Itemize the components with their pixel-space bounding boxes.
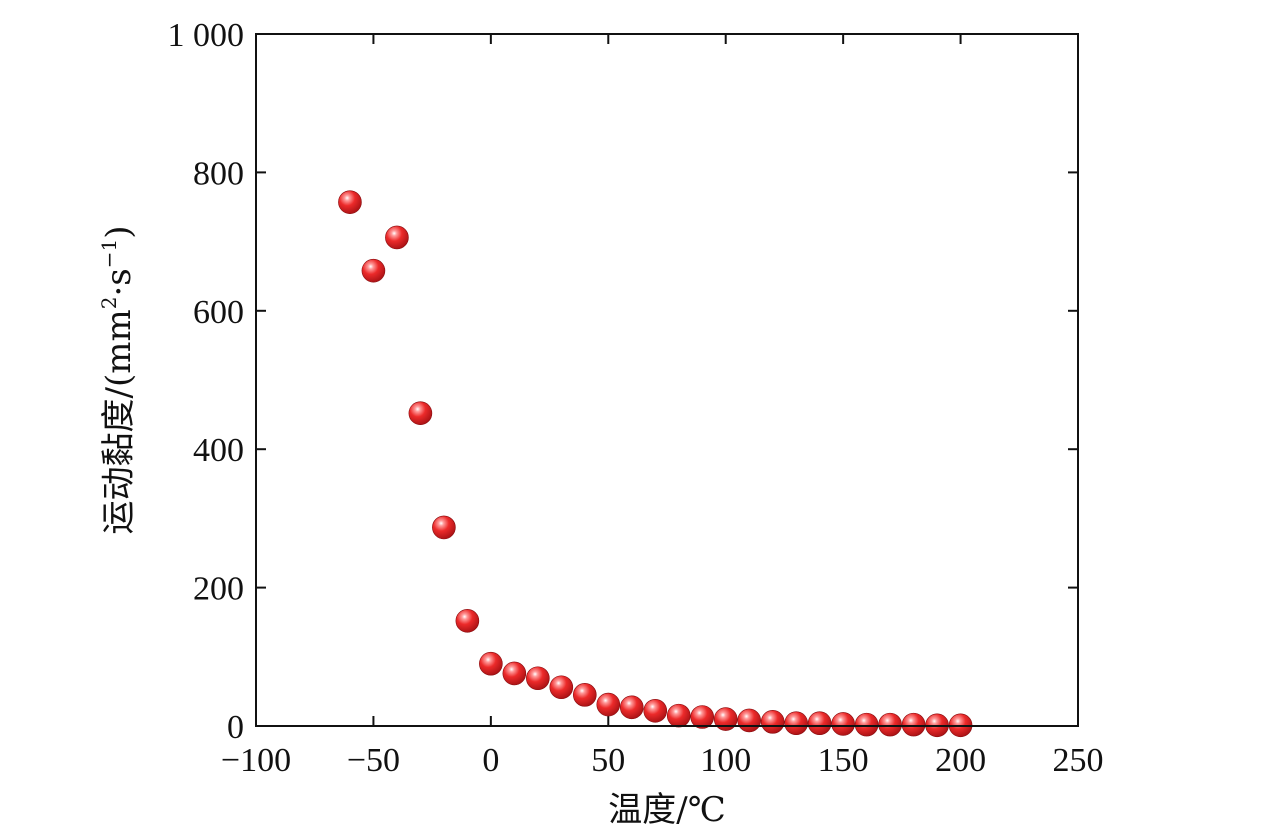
y-tick-label: 600 bbox=[193, 294, 244, 331]
data-point bbox=[690, 705, 715, 729]
data-point bbox=[502, 661, 527, 686]
data-point bbox=[643, 698, 668, 723]
x-tick-label: −50 bbox=[347, 742, 400, 779]
data-point bbox=[432, 515, 456, 540]
x-tick-label: 0 bbox=[482, 742, 499, 779]
x-tick-label: 150 bbox=[818, 742, 869, 779]
y-tick-label: 200 bbox=[193, 571, 244, 608]
y-tick-label: 800 bbox=[193, 155, 244, 192]
y-axis-title: 运动黏度/(mm2·s−1) bbox=[97, 226, 139, 535]
data-point bbox=[479, 651, 503, 676]
data-point bbox=[572, 683, 597, 707]
data-point bbox=[596, 692, 621, 717]
data-point bbox=[549, 675, 574, 700]
y-tick-label: 400 bbox=[193, 432, 244, 469]
y-tick-label: 1 000 bbox=[168, 17, 245, 54]
x-tick-label: −100 bbox=[221, 742, 291, 779]
data-point bbox=[408, 401, 433, 426]
x-tick-label: 50 bbox=[591, 742, 625, 779]
data-point bbox=[361, 258, 386, 283]
data-point bbox=[854, 712, 879, 737]
y-tick-label: 0 bbox=[227, 709, 244, 746]
y-tick-labels: 0 200 400 600 800 1 000 bbox=[168, 17, 245, 746]
data-point bbox=[455, 609, 480, 633]
data-point bbox=[666, 703, 691, 728]
x-tick-label: 250 bbox=[1053, 742, 1104, 779]
data-point bbox=[619, 695, 644, 720]
data-point bbox=[385, 225, 409, 250]
data-point bbox=[784, 711, 808, 736]
plot-frame bbox=[255, 33, 1079, 727]
data-point bbox=[737, 708, 762, 733]
data-point bbox=[878, 712, 902, 737]
data-point bbox=[831, 712, 855, 736]
axis-ticks bbox=[255, 33, 1079, 727]
data-points bbox=[338, 190, 973, 738]
x-tick-label: 200 bbox=[935, 742, 986, 779]
data-point bbox=[526, 666, 550, 691]
data-point bbox=[760, 710, 785, 734]
data-point bbox=[713, 707, 738, 731]
x-axis-title: 温度/℃ bbox=[608, 790, 726, 830]
data-point bbox=[338, 190, 362, 214]
x-tick-labels: −100 −50 0 50 100 150 200 250 bbox=[221, 742, 1104, 779]
x-tick-label: 100 bbox=[700, 742, 751, 779]
data-point bbox=[807, 711, 832, 736]
data-point bbox=[901, 712, 926, 737]
